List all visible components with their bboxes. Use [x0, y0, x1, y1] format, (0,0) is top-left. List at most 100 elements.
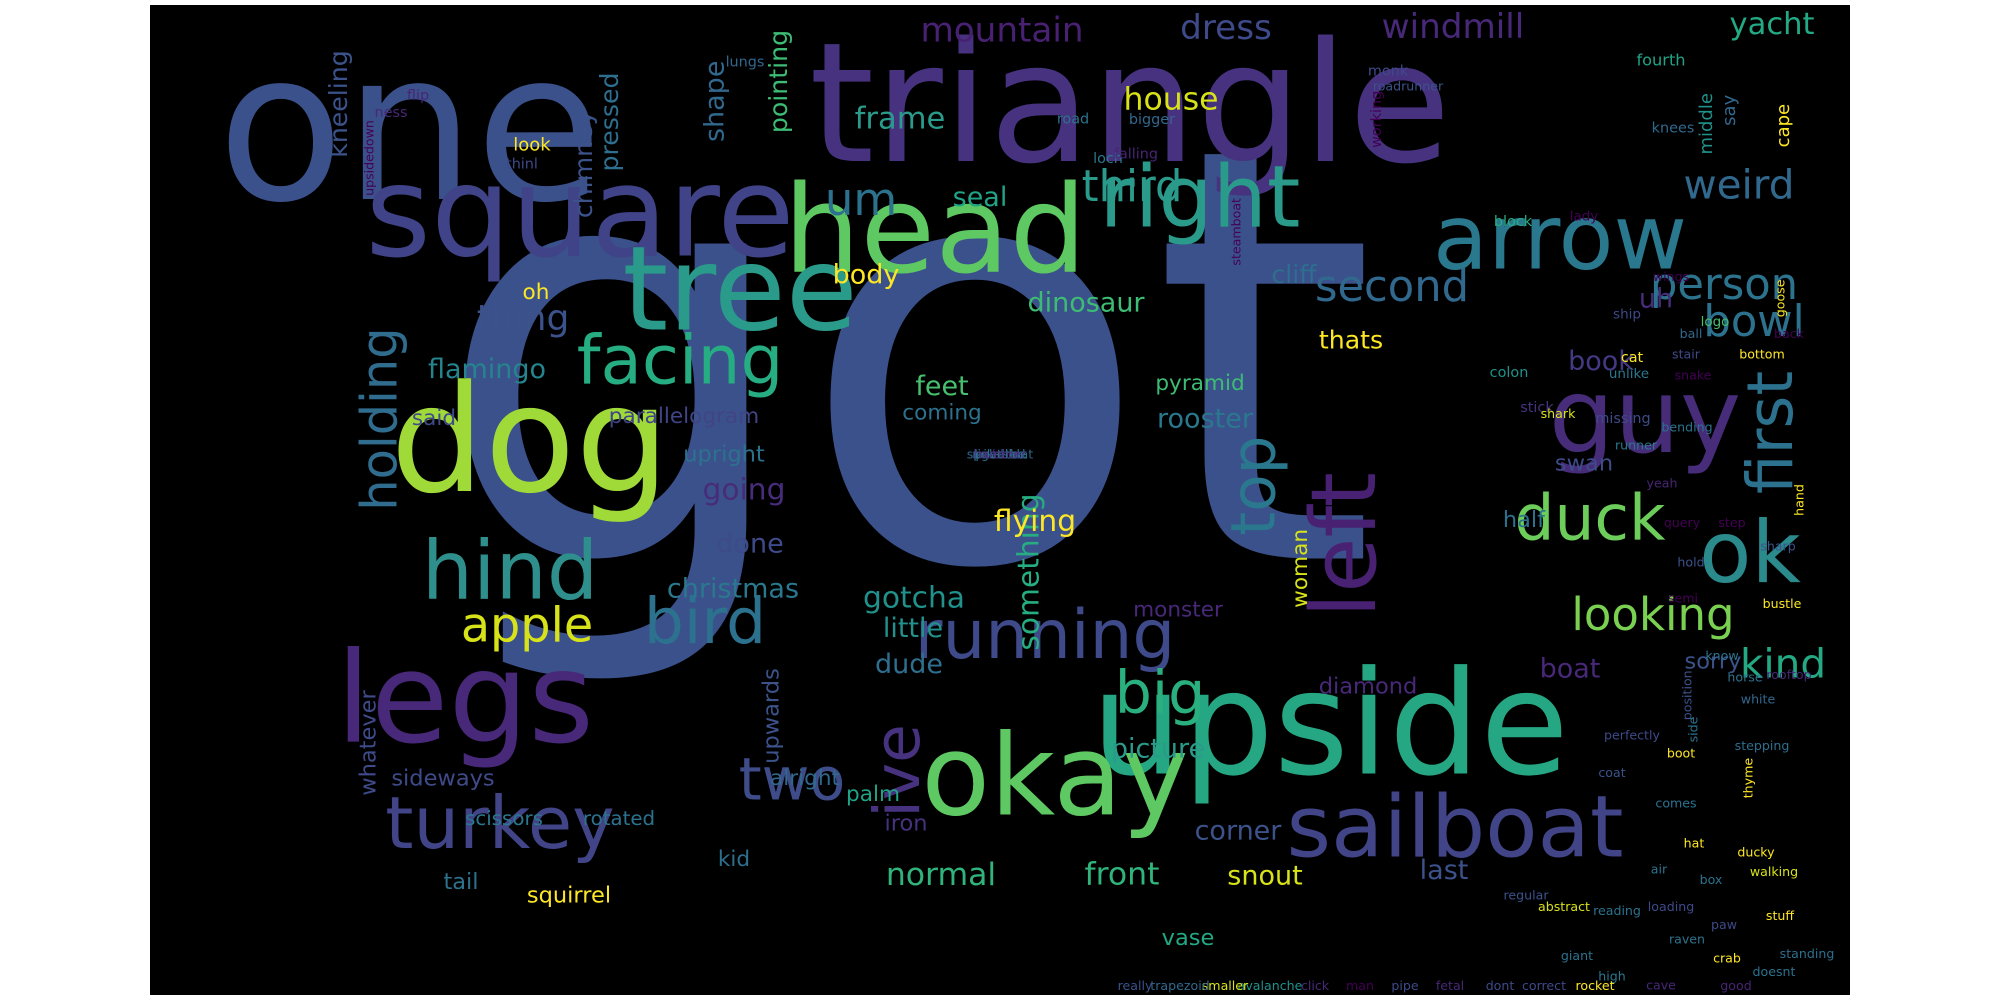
- word-yacht: yacht: [1729, 7, 1814, 42]
- word-done: done: [716, 529, 783, 560]
- word-vase: vase: [1162, 925, 1215, 951]
- word-lady: lady: [1570, 209, 1599, 225]
- word-dog: dog: [390, 354, 669, 527]
- word-correct: correct: [1522, 978, 1566, 993]
- word-tree: tree: [622, 221, 857, 358]
- word-uh: uh: [1639, 284, 1673, 315]
- word-windmill: windmill: [1382, 7, 1525, 47]
- word-yeah: yeah: [1647, 475, 1678, 490]
- word-ball: ball: [1680, 326, 1703, 341]
- word-look: look: [513, 134, 551, 155]
- word-palm: palm: [846, 782, 900, 807]
- word-pointing: pointing: [764, 30, 793, 133]
- word-holding: holding: [351, 327, 409, 510]
- word-rotated: rotated: [583, 807, 655, 830]
- word-pyramid: pyramid: [1155, 371, 1244, 396]
- word-colon: colon: [1490, 365, 1529, 381]
- word-air: air: [1651, 861, 1668, 876]
- word-crab: crab: [1713, 951, 1741, 966]
- word-stuff: stuff: [1766, 908, 1794, 923]
- word-stair: stair: [1672, 347, 1701, 362]
- word-working: working: [1369, 91, 1385, 148]
- word-bowl: bowl: [1703, 297, 1804, 347]
- word-middle: middle: [1696, 93, 1717, 154]
- word-woman: woman: [1288, 529, 1313, 608]
- word-kid: kid: [718, 847, 750, 872]
- word-logo: logo: [1701, 314, 1730, 330]
- word-arrow: arrow: [1433, 185, 1687, 290]
- word-chimney: chimney: [569, 110, 598, 218]
- word-comes: comes: [1655, 796, 1696, 811]
- word-kind: kind: [1740, 640, 1826, 688]
- word-shark: shark: [1541, 406, 1576, 421]
- word-scissors: scissors: [465, 807, 543, 830]
- word-dude: dude: [875, 649, 943, 680]
- word-snake: snake: [1675, 367, 1712, 382]
- word-rightside: rightside: [972, 447, 1028, 462]
- word-body: body: [833, 259, 900, 290]
- word-going: going: [703, 473, 786, 508]
- word-havethe: havethe: [974, 447, 1026, 462]
- word-position: position: [1680, 670, 1695, 720]
- word-picture: picture: [1111, 734, 1205, 765]
- word-dont: dont: [1486, 978, 1515, 993]
- word-pikachu: pikachu: [975, 447, 1024, 462]
- word-alright: alright: [770, 766, 840, 791]
- word-rooftop: rooftop: [1766, 667, 1811, 682]
- word-little: little: [883, 613, 943, 644]
- word-doesnt: doesnt: [1753, 964, 1796, 979]
- word-lungs: lungs: [726, 55, 765, 71]
- word-bustle: bustle: [1763, 596, 1802, 611]
- word-book: book: [1568, 346, 1634, 377]
- word-hammer: hammer: [973, 447, 1027, 462]
- word-snout: snout: [1227, 861, 1302, 892]
- word-block: block: [1494, 214, 1533, 230]
- word-looking: looking: [1571, 588, 1734, 641]
- word-rubber: rubber: [979, 447, 1022, 462]
- word-missing: missing: [1595, 411, 1650, 427]
- word-said: said: [412, 406, 456, 431]
- word-seal: seal: [953, 182, 1008, 213]
- word-bird: bird: [644, 585, 766, 658]
- word-wings: wings: [1653, 269, 1689, 284]
- word-feet: feet: [915, 371, 968, 402]
- word-hind: hind: [422, 524, 599, 618]
- word-first: first: [1734, 371, 1807, 494]
- word-horse: horse: [1727, 670, 1762, 685]
- word-trapezoid: trapezoid: [1150, 978, 1209, 993]
- word-back: back: [1774, 326, 1805, 341]
- word-sharp: sharp: [1760, 538, 1795, 553]
- word-something: something: [1012, 493, 1047, 650]
- word-facing: facing: [577, 321, 784, 400]
- word-thing: thing: [477, 298, 570, 339]
- word-standing: standing: [1780, 946, 1835, 961]
- word-hold: hold: [1677, 555, 1704, 570]
- word-flamingo: flamingo: [428, 354, 546, 385]
- word-mountain: mountain: [920, 11, 1083, 51]
- word-speedboat: speedboat: [967, 447, 1033, 462]
- word-paw: paw: [1711, 917, 1737, 932]
- word-thinl: thinl: [506, 156, 538, 172]
- word-square: square: [365, 139, 794, 286]
- word-left: left: [1292, 472, 1397, 618]
- word-thyme: thyme: [1741, 758, 1756, 799]
- word-upright: upright: [683, 442, 765, 468]
- word-loch: loch: [1093, 151, 1123, 167]
- word-ducky: ducky: [1737, 844, 1775, 859]
- word-legs: legs: [336, 625, 594, 772]
- word-rooster: rooster: [1157, 403, 1254, 434]
- word-white: white: [1741, 691, 1776, 706]
- word-christmas: christmas: [667, 574, 799, 605]
- word-smaller: smaller: [1202, 978, 1249, 993]
- word-fetal: fetal: [1436, 978, 1464, 993]
- word-upwards: upwards: [759, 668, 785, 764]
- word-know: know: [1705, 648, 1738, 663]
- word-high: high: [1598, 969, 1625, 984]
- word-perfectly: perfectly: [1604, 727, 1660, 742]
- word-dinosaur: dinosaur: [1027, 287, 1145, 318]
- word-runner: runner: [1615, 438, 1658, 453]
- word-cloud-panel: got one triangle square head tree dog legs upsid…: [150, 5, 1850, 995]
- word-guy: guy: [1549, 357, 1742, 477]
- word-click: click: [1301, 978, 1330, 993]
- word-right: right: [1100, 148, 1301, 247]
